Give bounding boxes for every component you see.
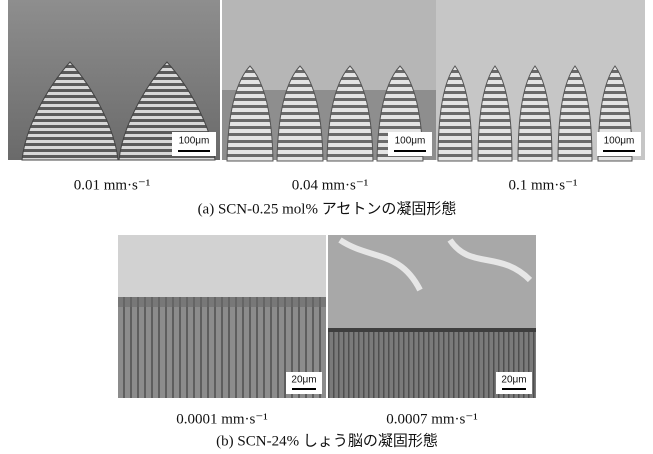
panel-caption: 0.1 mm·s⁻¹ bbox=[508, 177, 577, 193]
scale-label: 100μm bbox=[395, 136, 426, 147]
scale-bar: 100μm bbox=[597, 132, 641, 156]
scale-label: 20μm bbox=[291, 375, 316, 386]
panel-caption: 0.01 mm·s⁻¹ bbox=[74, 177, 151, 193]
scale-bar: 100μm bbox=[388, 132, 432, 156]
figure: 100μm 100μm 100μm 20μm 20μm 0.01 mm·s⁻¹ … bbox=[0, 0, 653, 454]
scale-label: 20μm bbox=[501, 375, 526, 386]
scale-label: 100μm bbox=[179, 136, 210, 147]
scale-bar: 100μm bbox=[172, 132, 216, 156]
scale-label: 100μm bbox=[604, 136, 635, 147]
scale-bar: 20μm bbox=[496, 372, 532, 394]
panel-caption: 0.0007 mm·s⁻¹ bbox=[386, 411, 478, 427]
figure-caption: (a) SCN-0.25 mol% アセトンの凝固形態 bbox=[198, 200, 457, 217]
scale-bar: 20μm bbox=[286, 372, 322, 394]
figure-caption: (b) SCN-24% しょう脳の凝固形態 bbox=[216, 432, 438, 449]
panel-caption: 0.04 mm·s⁻¹ bbox=[292, 177, 369, 193]
panel-caption: 0.0001 mm·s⁻¹ bbox=[176, 411, 268, 427]
